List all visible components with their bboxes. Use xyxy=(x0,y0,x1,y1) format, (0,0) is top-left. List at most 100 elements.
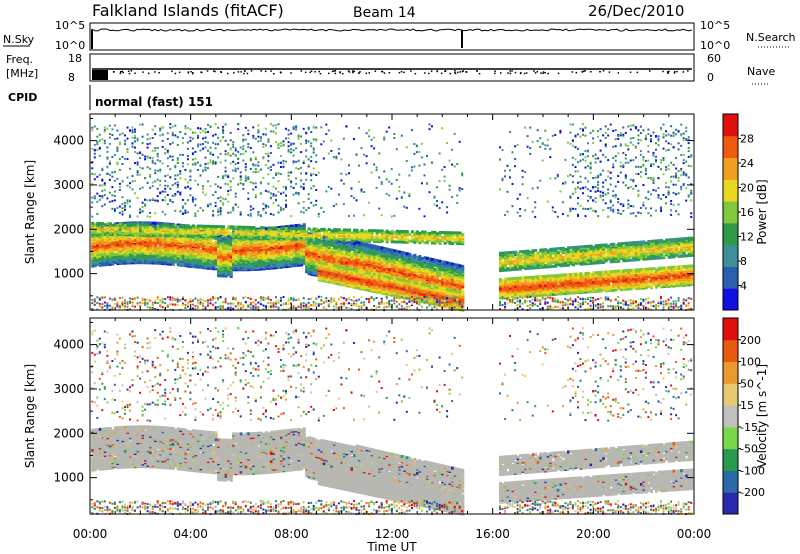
heatmap-cell xyxy=(217,197,220,200)
heatmap-cell xyxy=(103,223,107,227)
heatmap-cell xyxy=(249,209,252,211)
heatmap-cell xyxy=(111,223,115,227)
heatmap-cell xyxy=(287,236,291,240)
heatmap-cell xyxy=(259,300,262,303)
heatmap-cell xyxy=(312,138,315,141)
heatmap-cell xyxy=(103,263,107,267)
heatmap-cell xyxy=(282,296,285,298)
heatmap-cell xyxy=(214,242,218,246)
heatmap-cell xyxy=(292,236,296,240)
heatmap-cell xyxy=(247,176,250,179)
heatmap-cell xyxy=(269,248,273,251)
heatmap-cell xyxy=(257,228,261,232)
heatmap-cell xyxy=(275,132,277,135)
heatmap-cell xyxy=(302,160,305,163)
heatmap-cell xyxy=(164,152,167,155)
heatmap-cell xyxy=(290,143,293,146)
heatmap-cell xyxy=(194,308,197,311)
heatmap-cell xyxy=(144,203,147,206)
heatmap-cell xyxy=(280,192,282,195)
nave-dot xyxy=(331,70,334,73)
heatmap-cell xyxy=(98,198,101,201)
nave-dot xyxy=(520,71,522,74)
nsky-panel-frame xyxy=(89,22,695,51)
heatmap-cell xyxy=(272,193,275,196)
heatmap-cell xyxy=(222,127,225,130)
heatmap-cell xyxy=(146,133,149,136)
heatmap-cell xyxy=(222,126,225,128)
heatmap-cell xyxy=(191,137,194,140)
heatmap-cell xyxy=(124,299,126,302)
heatmap-cell xyxy=(118,305,121,308)
heatmap-cell xyxy=(275,199,277,202)
heatmap-cell xyxy=(330,301,333,304)
heatmap-cell xyxy=(264,164,267,167)
heatmap-cell xyxy=(186,158,189,161)
heatmap-cell xyxy=(164,245,168,248)
freq-trace xyxy=(92,68,692,80)
heatmap-cell xyxy=(295,299,298,302)
heatmap-cell xyxy=(285,203,287,206)
heatmap-cell xyxy=(315,203,318,206)
heatmap-cell xyxy=(129,129,131,132)
heatmap-cell xyxy=(277,307,280,310)
heatmap-cell xyxy=(234,203,237,206)
heatmap-cell xyxy=(139,232,143,236)
heatmap-cell xyxy=(275,124,277,127)
heatmap-cell xyxy=(322,258,326,262)
freq-label-1: Freq. xyxy=(6,53,33,66)
heatmap-cell xyxy=(290,148,293,151)
nave-dot xyxy=(227,72,229,75)
heatmap-cell xyxy=(224,253,228,257)
heatmap-cell xyxy=(209,126,212,128)
nave-dot xyxy=(314,71,316,73)
heatmap-cell xyxy=(227,176,230,178)
heatmap-cell xyxy=(191,303,194,306)
heatmap-cell xyxy=(199,235,203,239)
heatmap-cell xyxy=(179,177,182,180)
nave-dot xyxy=(359,71,361,73)
heatmap-cell xyxy=(214,262,218,265)
heatmap-cell xyxy=(292,186,295,189)
heatmap-cell xyxy=(292,307,295,309)
heatmap-cell xyxy=(103,129,106,131)
heatmap-cell xyxy=(317,304,320,307)
heatmap-cell xyxy=(108,160,111,163)
heatmap-cell xyxy=(164,187,167,190)
heatmap-cell xyxy=(121,296,124,299)
nave-dot xyxy=(687,70,689,72)
heatmap-cell xyxy=(277,299,280,302)
heatmap-cell xyxy=(224,240,228,244)
heatmap-cell xyxy=(121,222,125,226)
nave-dot xyxy=(534,72,537,74)
heatmap-cell xyxy=(232,307,235,310)
heatmap-cell xyxy=(239,225,243,229)
nave-dot xyxy=(348,71,351,73)
heatmap-cell xyxy=(277,211,280,214)
heatmap-cell xyxy=(214,297,217,300)
heatmap-cell xyxy=(305,306,308,308)
heatmap-cell xyxy=(93,303,96,306)
heatmap-cell xyxy=(317,229,321,233)
heatmap-cell xyxy=(156,199,159,202)
heatmap-cell xyxy=(91,147,94,150)
heatmap-cell xyxy=(171,132,174,135)
heatmap-cell xyxy=(330,229,334,233)
nave-dot xyxy=(584,70,586,72)
heatmap-cell xyxy=(207,141,209,144)
heatmap-cell xyxy=(290,180,293,183)
heatmap-cell xyxy=(91,298,94,301)
heatmap-cell xyxy=(290,227,294,230)
heatmap-cell xyxy=(146,306,149,309)
heatmap-cell xyxy=(108,133,111,135)
heatmap-cell xyxy=(113,223,117,227)
heatmap-cell xyxy=(121,260,125,264)
heatmap-cell xyxy=(222,129,225,132)
heatmap-cell xyxy=(179,193,182,196)
heatmap-cell xyxy=(282,302,285,305)
heatmap-cell xyxy=(139,305,142,308)
heatmap-cell xyxy=(209,227,213,231)
heatmap-cell xyxy=(96,200,99,203)
heatmap-cell xyxy=(222,270,226,274)
heatmap-cell xyxy=(191,200,194,203)
